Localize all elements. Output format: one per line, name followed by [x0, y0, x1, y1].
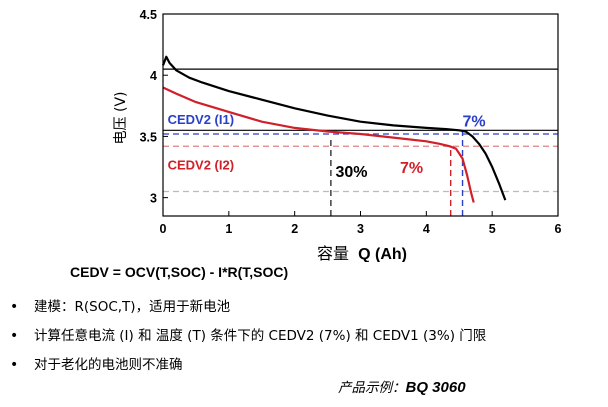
x-tick-label: 1: [225, 222, 232, 236]
annotation-label: 30%: [335, 164, 367, 181]
x-tick-label: 4: [423, 222, 430, 236]
x-tick-label: 5: [489, 222, 496, 236]
x-axis-label: 容量 Q (Ah): [317, 244, 407, 262]
x-tick-label: 0: [160, 222, 167, 236]
y-axis-label: 电压 (V): [113, 92, 129, 145]
annotation-label: CEDV2 (I2): [168, 157, 234, 172]
x-axis-label-unit: Q (Ah): [358, 246, 407, 262]
annotation-label: CEDV2 (I1): [168, 112, 234, 127]
bullet-text: 建模：R(SOC,T)，适用于新电池: [34, 299, 231, 315]
product-example-value: BQ 3060: [405, 379, 466, 396]
series-line-i1: [161, 55, 507, 201]
bullet-list: • 建模：R(SOC,T)，适用于新电池 • 计算任意电流 (I) 和 温度 (T)…: [8, 296, 486, 383]
cedv-formula: CEDV = OCV(T,SOC) - I*R(T,SOC): [70, 264, 289, 280]
product-example: 产品示例：BQ 3060: [338, 376, 466, 396]
discharge-curve-chart: 0 1 2 3 4 5 6 3 3.5 4 4.5 CEDV2 (I1) CEDV2 (I2) 7% 30…: [113, 8, 562, 262]
x-axis-label-cn: 容量: [317, 244, 349, 262]
product-example-label: 产品示例：: [338, 380, 406, 396]
series-line-i2: [162, 86, 475, 203]
y-tick-label: 3.5: [140, 130, 157, 144]
bullet-item: • 建模：R(SOC,T)，适用于新电池: [8, 296, 486, 325]
bullet-dot: •: [10, 357, 19, 373]
axis-ticks: 0 1 2 3 4 5 6 3 3.5 4 4.5: [140, 8, 562, 236]
bullet-text: 对于老化的电池则不准确: [34, 357, 183, 373]
bullet-item: • 对于老化的电池则不准确: [8, 354, 486, 383]
chart-annotations: CEDV2 (I1) CEDV2 (I2) 7% 30% 7%: [168, 112, 486, 181]
x-tick-label: 2: [291, 222, 298, 236]
plot-series: [161, 55, 507, 203]
annotation-label: 7%: [400, 160, 423, 177]
annotation-label: 7%: [463, 114, 486, 131]
y-tick-label: 4: [150, 69, 157, 83]
x-tick-label: 3: [357, 222, 364, 236]
bullet-dot: •: [10, 328, 19, 344]
y-tick-label: 3: [150, 192, 157, 206]
bullet-dot: •: [10, 299, 19, 315]
bullet-item: • 计算任意电流 (I) 和 温度 (T) 条件下的 CEDV2 (7%) 和 C…: [8, 325, 486, 354]
y-tick-label: 4.5: [140, 8, 157, 22]
bullet-text: 计算任意电流 (I) 和 温度 (T) 条件下的 CEDV2 (7%) 和 CE…: [34, 328, 487, 344]
x-tick-label: 6: [555, 222, 562, 236]
reference-lines: [163, 68, 558, 216]
